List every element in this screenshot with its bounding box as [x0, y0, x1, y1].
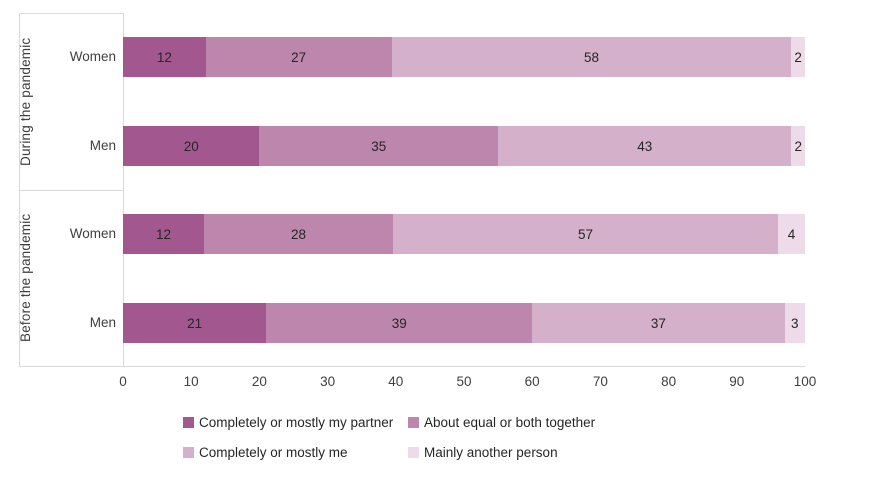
row-label-during-women: Women	[69, 49, 116, 64]
bar-value-label: 2	[794, 49, 802, 65]
x-axis-labels: 0 10 20 30 40 50 60 70 80 90 100	[119, 374, 816, 392]
bar-value-label: 3	[791, 315, 799, 331]
bar-segment: 3	[784, 303, 805, 343]
group-frame-left-line	[19, 13, 20, 366]
bar-value-label: 12	[156, 226, 172, 242]
bar-segment: 35	[259, 126, 499, 166]
bar-segment: 2	[791, 37, 806, 77]
x-tick-label: 100	[793, 374, 817, 389]
bar-value-label: 12	[156, 49, 172, 65]
bar-row: 12 28 57 4	[123, 214, 805, 254]
x-tick-label: 70	[592, 374, 608, 389]
bar-value-label: 4	[787, 226, 796, 242]
legend-item: Completely or mostly my partner	[183, 415, 393, 430]
bar-value-label: 20	[183, 138, 199, 154]
bar-value-label: 28	[291, 226, 307, 242]
legend-label: Mainly another person	[424, 445, 558, 460]
bar-value-label: 39	[391, 315, 407, 331]
x-tick-label: 20	[251, 374, 267, 389]
bar-segment: 43	[498, 126, 792, 166]
bar-segment: 39	[266, 303, 533, 343]
row-label-before-men: Men	[89, 315, 116, 330]
bar-value-label: 35	[371, 138, 387, 154]
bar-segment: 37	[532, 303, 785, 343]
bar-value-label: 43	[637, 138, 653, 154]
bar-segment: 20	[123, 126, 260, 166]
legend-item: Mainly another person	[408, 445, 558, 460]
bar-segment: 12	[123, 214, 205, 254]
bar-value-label: 2	[794, 138, 802, 154]
bar-value-label: 21	[187, 315, 203, 331]
x-tick-label: 90	[729, 374, 745, 389]
bar-row: 20 35 43 2	[123, 126, 806, 166]
x-axis-line	[19, 366, 805, 367]
group-divider-line	[19, 190, 124, 191]
x-tick-label: 10	[183, 374, 199, 389]
legend-label: Completely or mostly me	[199, 445, 348, 460]
legend-swatch	[183, 417, 194, 428]
legend-label: Completely or mostly my partner	[199, 415, 394, 430]
x-tick-label: 40	[388, 374, 404, 389]
bar-segment: 4	[777, 214, 805, 254]
row-label-during-men: Men	[89, 138, 116, 153]
x-tick-label: 30	[320, 374, 336, 389]
legend-swatch	[408, 417, 419, 428]
bar-segment: 21	[123, 303, 267, 343]
bar-value-label: 58	[583, 49, 599, 65]
bar-row: 12 27 58 2	[123, 37, 806, 77]
bar-segment: 28	[204, 214, 394, 254]
row-label-before-women: Women	[69, 226, 116, 241]
x-tick-label: 50	[456, 374, 472, 389]
bar-segment: 57	[393, 214, 778, 254]
legend-label: About equal or both together	[424, 415, 596, 430]
legend-swatch	[183, 447, 194, 458]
bar-row: 21 39 37 3	[123, 303, 805, 343]
bar-segment: 2	[791, 126, 806, 166]
legend-swatch	[408, 447, 419, 458]
x-tick-label: 80	[661, 374, 677, 389]
x-tick-label: 0	[119, 374, 127, 389]
x-tick-label: 60	[524, 374, 540, 389]
category-axis-line	[123, 13, 124, 366]
group-frame-top-line	[19, 13, 124, 14]
bar-value-label: 27	[291, 49, 307, 65]
legend-item: About equal or both together	[408, 415, 595, 430]
legend-item: Completely or mostly me	[183, 445, 348, 460]
bar-segment: 58	[391, 37, 792, 77]
bar-segment: 12	[123, 37, 206, 77]
bar-value-label: 57	[578, 226, 594, 242]
bar-segment: 27	[205, 37, 392, 77]
bar-value-label: 37	[650, 315, 666, 331]
